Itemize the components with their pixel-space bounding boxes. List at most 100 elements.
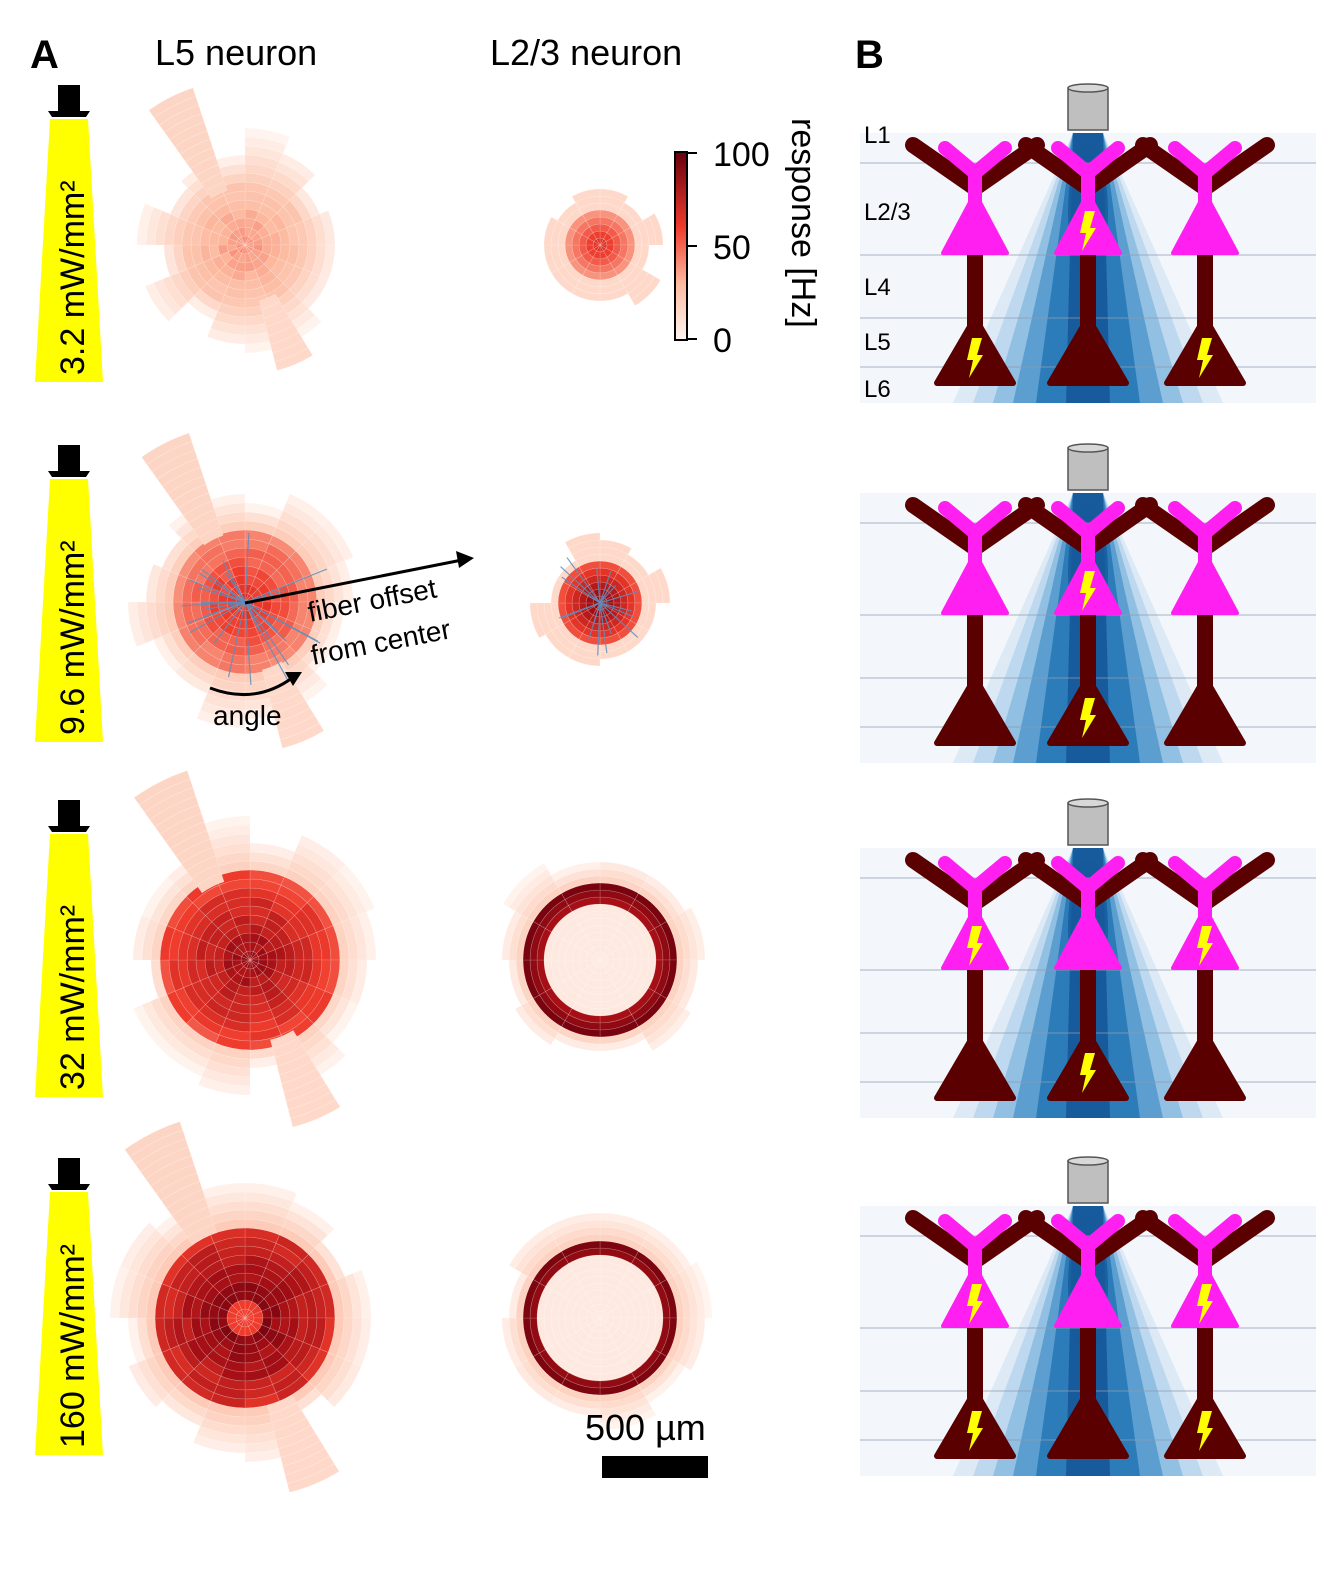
l5-polar-protrusion <box>160 1180 203 1209</box>
l5-polar-protrusion <box>138 778 194 813</box>
l23-polar-cell <box>557 202 580 225</box>
l5-polar-cell <box>275 1374 310 1402</box>
l5-polar-cell <box>223 1263 246 1277</box>
l5-polar-cell <box>320 518 354 562</box>
l5-polar-cell <box>275 973 292 993</box>
l23-polar-cell <box>606 941 619 954</box>
l5-polar-cell <box>219 263 236 279</box>
neuron <box>1018 1210 1158 1459</box>
l5-polar-cell <box>225 1330 239 1344</box>
l5-polar-cell <box>187 1368 218 1394</box>
l23-polar-cell <box>599 216 615 228</box>
l5-polar-cell <box>191 980 213 1005</box>
neuron <box>1018 497 1158 746</box>
l23-polar-cell <box>603 963 613 973</box>
neuron-trace <box>244 532 250 603</box>
l23-polar-cell <box>571 588 583 604</box>
l23-polar-cell <box>599 959 607 967</box>
l5-polar-cell <box>199 921 219 944</box>
light-beam <box>35 119 103 382</box>
l5-polar-cell <box>212 203 232 220</box>
l23-polar-cell <box>589 581 601 592</box>
l5-polar-cell <box>244 1317 254 1325</box>
row-2: 9.6 mW/mm² <box>35 432 1316 763</box>
l23-polar-cell <box>599 1289 615 1301</box>
neuron-trace <box>197 586 246 603</box>
l23-polar-cell <box>581 941 594 954</box>
l5-polar-cell <box>244 520 277 536</box>
l5-polar-cell <box>244 145 284 163</box>
l5-polar-cell <box>249 932 261 944</box>
intensity-label: 9.6 mW/mm² <box>54 540 92 735</box>
scale-bar: 500 µm <box>585 1407 708 1478</box>
l23-polar-cell <box>596 1310 601 1320</box>
l23-polar-cell <box>587 1321 597 1331</box>
l5-polar-cell <box>239 932 251 944</box>
l5-polar-protrusion <box>200 172 225 192</box>
l5-polar-protrusion <box>134 1138 189 1172</box>
l23-polar-cell <box>551 1342 576 1367</box>
l5-polar-protrusion <box>275 1425 316 1450</box>
neuron-trace <box>599 602 632 612</box>
layer-label-L4: L4 <box>864 274 891 301</box>
l5-polar-cell <box>235 923 251 936</box>
lamp-icon <box>58 85 80 111</box>
l5-polar-cell <box>289 193 312 222</box>
neuron <box>905 852 1045 1101</box>
l5-polar-cell <box>294 908 317 937</box>
l23-polar-cell <box>514 874 555 915</box>
l5-polar-heatmap <box>109 1121 372 1493</box>
l5-polar-cell <box>223 547 246 561</box>
l5-polar-cell <box>244 217 256 229</box>
l5-polar-cell <box>279 510 316 539</box>
l5-polar-protrusion <box>273 1417 312 1441</box>
l23-polar-cell <box>578 917 601 931</box>
l5-polar-cell <box>230 269 246 282</box>
optical-fiber <box>1067 447 1109 491</box>
l5-polar-protrusion <box>172 483 210 509</box>
l5-polar-cell <box>178 268 201 297</box>
neuron-trace <box>566 557 601 604</box>
l23-polar-cell <box>571 1303 583 1319</box>
l5-polar-cell <box>203 569 220 589</box>
neuron <box>905 497 1045 746</box>
l23-polar-cell <box>599 882 639 900</box>
l23-polar-cell <box>561 1240 601 1258</box>
l23-polar-cell <box>617 1335 637 1355</box>
l5-polar-protrusion <box>187 1223 218 1246</box>
l5-polar-cell <box>263 985 283 1002</box>
row-3: 32 mW/mm² <box>35 770 1316 1128</box>
l23-polar-cell <box>648 1008 692 1052</box>
l23-polar-cell <box>620 980 643 1003</box>
l23-polar-cell <box>599 1219 650 1240</box>
l5-polar-cell <box>258 1276 278 1293</box>
l23-polar-cell <box>582 1282 601 1295</box>
l5-polar-cell <box>249 923 265 936</box>
scale-bar-rect <box>602 1456 708 1478</box>
l23-polar-cell <box>554 868 601 888</box>
neuron-trace <box>599 590 640 604</box>
l5-polar-cell <box>327 1317 345 1357</box>
l23-polar-cell <box>589 938 601 949</box>
l23-polar-cell <box>606 226 619 239</box>
l5-polar-protrusion <box>272 339 309 363</box>
neuron-trace <box>597 602 601 656</box>
l5-polar-cell <box>187 295 218 321</box>
l5-polar-cell <box>276 1334 296 1357</box>
fiber-top <box>1067 83 1109 93</box>
l23-polar-cell <box>599 875 643 894</box>
l5-polar-cell <box>161 1348 189 1383</box>
l23-polar-cell <box>578 560 601 574</box>
l5-polar-cell <box>194 261 214 284</box>
l5-polar-cell <box>226 237 238 246</box>
l5-polar-cell <box>166 1035 210 1069</box>
l5-polar-protrusion <box>290 1098 341 1128</box>
l5-polar-cell <box>274 959 287 975</box>
column-header-l5: L5 neuron <box>155 32 317 73</box>
l5-polar-cell <box>235 1314 246 1319</box>
l5-polar-cell <box>149 997 181 1037</box>
l5-polar-protrusion <box>272 1037 303 1058</box>
l5-polar-cell <box>227 199 246 213</box>
l5-polar-cell <box>153 636 182 673</box>
